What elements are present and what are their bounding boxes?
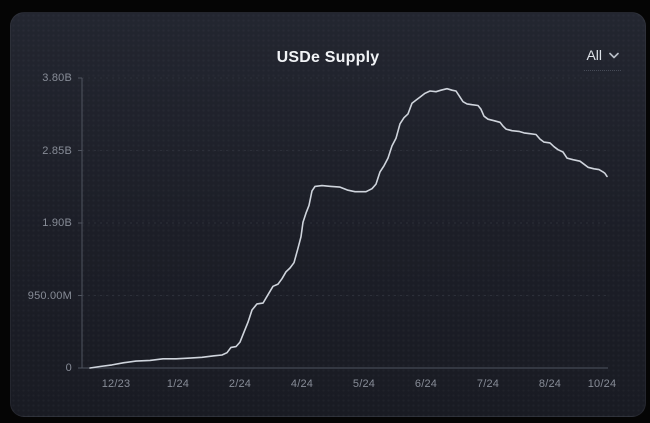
usde-supply-card: USDe Supply All [10, 12, 646, 417]
x-tick-label: 10/24 [587, 378, 617, 390]
time-range-dropdown[interactable]: All [584, 45, 621, 71]
x-tick-label: 5/24 [352, 378, 376, 390]
x-tick-label: 4/24 [290, 378, 314, 390]
time-range-dropdown-label: All [586, 47, 602, 63]
y-tick-label: 3.80B [42, 72, 72, 84]
y-tick-label: 2.85B [42, 144, 72, 157]
y-tick-label: 0 [65, 362, 72, 374]
gridlines [82, 77, 608, 296]
x-tick-label: 8/24 [538, 378, 562, 390]
y-tick-label: 1.90B [42, 217, 72, 229]
x-tick-label: 6/24 [414, 378, 438, 390]
x-tick-label: 12/23 [101, 378, 131, 390]
x-tick-label: 2/24 [228, 378, 252, 390]
chart-title: USDe Supply [276, 49, 380, 66]
axes [78, 77, 608, 369]
x-tick-label: 7/24 [476, 378, 500, 390]
chevron-down-icon [609, 52, 619, 59]
x-tick-label: 1/24 [166, 378, 190, 390]
supply-series-line [89, 87, 608, 369]
y-tick-label: 950.00M [27, 289, 72, 302]
